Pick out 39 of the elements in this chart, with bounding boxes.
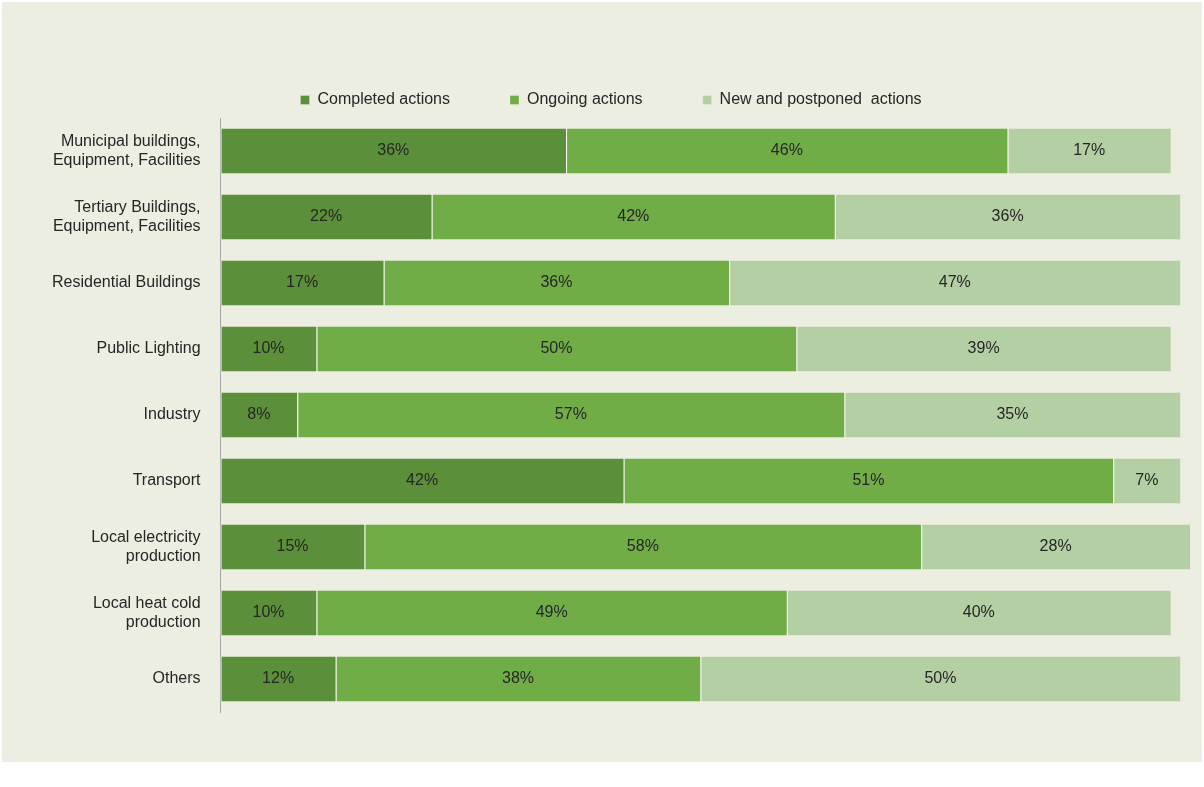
data-label: 10%: [252, 339, 285, 357]
data-label: 46%: [770, 141, 803, 159]
data-label: 22%: [310, 207, 343, 225]
data-label: 42%: [617, 207, 650, 225]
data-label: 36%: [377, 141, 410, 159]
y-tick-label: Industry: [143, 405, 201, 423]
data-label: 39%: [967, 339, 1000, 357]
data-label: 47%: [938, 273, 971, 291]
y-tick-label: Public Lighting: [96, 339, 201, 357]
data-label: 40%: [962, 603, 995, 621]
data-label: 50%: [540, 339, 573, 357]
data-label: 35%: [996, 405, 1029, 423]
legend-label: New and postponed actions: [719, 90, 922, 108]
y-tick-label: Municipal buildings, Equipment, Facilities: [52, 131, 201, 169]
legend-label: Completed actions: [317, 90, 450, 108]
data-label: 28%: [1039, 537, 1072, 555]
y-tick-label: Local electricity production: [91, 527, 201, 565]
data-label: 17%: [286, 273, 319, 291]
data-label: 7%: [1135, 471, 1159, 489]
data-label: 15%: [276, 537, 309, 555]
data-label: 36%: [991, 207, 1024, 225]
data-label: 58%: [626, 537, 659, 555]
y-tick-label: Transport: [132, 471, 202, 489]
y-tick-label: Local heat cold production: [92, 593, 201, 631]
data-label: 50%: [924, 669, 957, 687]
data-label: 12%: [262, 669, 295, 687]
data-label: 17%: [1073, 141, 1106, 159]
data-label: 51%: [852, 471, 885, 489]
data-label: 38%: [502, 669, 535, 687]
legend-label: Ongoing actions: [526, 90, 643, 108]
data-label: 10%: [252, 603, 285, 621]
y-tick-label: Others: [152, 669, 201, 687]
data-label: 8%: [247, 405, 271, 423]
data-label: 36%: [540, 273, 573, 291]
y-tick-label: Residential Buildings: [52, 273, 201, 291]
data-label: 57%: [554, 405, 587, 423]
y-tick-label: Tertiary Buildings, Equipment, Facilities: [52, 197, 201, 235]
data-label: 42%: [406, 471, 439, 489]
data-label: 49%: [535, 603, 568, 621]
